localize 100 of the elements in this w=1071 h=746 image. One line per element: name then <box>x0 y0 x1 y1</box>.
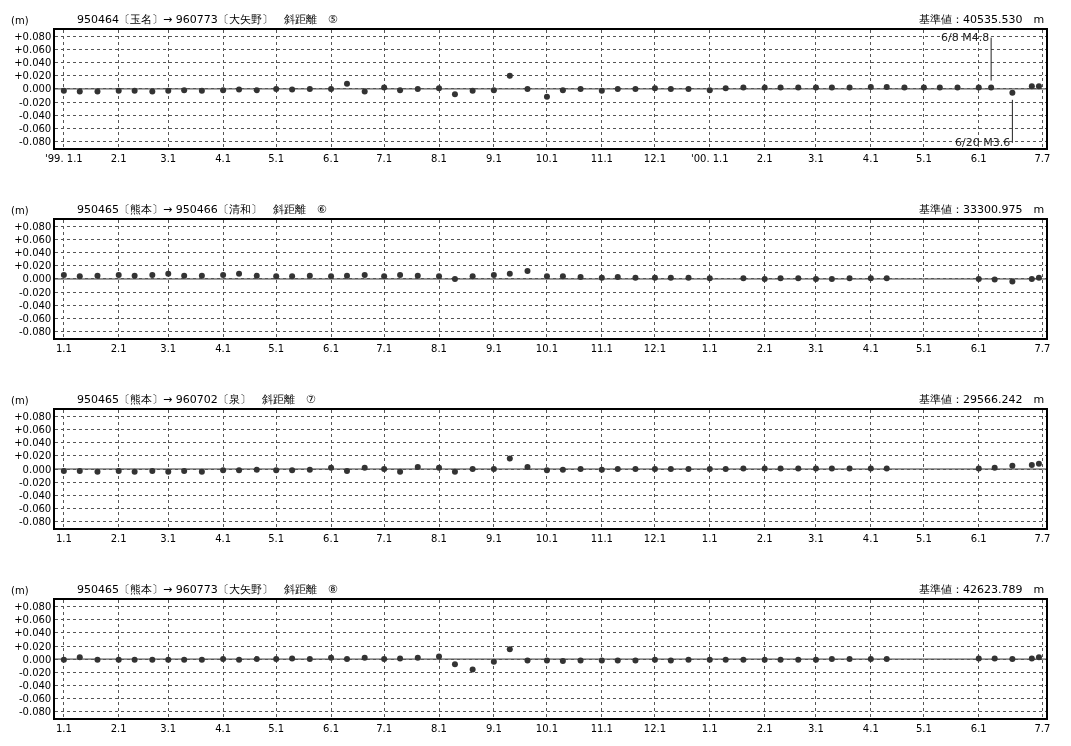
point <box>614 657 621 664</box>
annotation: 6/20 M3.6 <box>955 136 1011 149</box>
y-axis-title: (m) <box>11 15 29 26</box>
point <box>651 656 658 663</box>
point <box>253 272 260 279</box>
point <box>451 91 458 98</box>
point <box>651 274 658 281</box>
point <box>506 72 513 79</box>
point <box>1009 278 1016 285</box>
point <box>76 467 83 474</box>
point <box>883 275 890 282</box>
point <box>795 656 802 663</box>
point <box>469 666 476 673</box>
x-tick-label: 8.1 <box>431 722 447 734</box>
point <box>165 87 172 94</box>
point <box>198 468 205 475</box>
point <box>1028 83 1035 90</box>
point <box>577 85 584 92</box>
x-tick-label: 3.1 <box>160 722 177 734</box>
point <box>991 276 998 283</box>
point <box>559 87 566 94</box>
point <box>490 466 497 473</box>
x-tick-label: 3.1 <box>808 342 824 354</box>
y-tick-label: +0.080 <box>14 221 52 233</box>
x-tick-label: 7.7 <box>1034 722 1051 734</box>
point <box>397 87 404 94</box>
point <box>936 84 943 91</box>
point <box>361 464 368 471</box>
point <box>685 85 692 92</box>
x-tick-label: 8.1 <box>431 532 447 544</box>
x-tick-label: 4.1 <box>215 342 232 354</box>
y-tick-label: -0.040 <box>19 109 52 121</box>
y-tick-label: -0.040 <box>19 299 52 311</box>
x-tick-label: 3.1 <box>808 532 824 544</box>
chart-title: 950465〔熊本〕→ 950466〔清和〕 斜距離 ⑥ <box>77 203 327 216</box>
point <box>632 466 639 473</box>
point <box>76 273 83 280</box>
point <box>975 275 982 282</box>
point <box>812 84 819 91</box>
point <box>165 468 172 475</box>
x-tick-label: 6.1 <box>970 152 987 164</box>
y-tick-label: +0.040 <box>14 247 52 259</box>
point <box>777 656 784 663</box>
point <box>149 88 156 95</box>
chart-title: 950465〔熊本〕→ 960702〔泉〕 斜距離 ⑦ <box>77 393 316 406</box>
point <box>343 656 350 663</box>
point <box>667 85 674 92</box>
point <box>361 272 368 279</box>
x-tick-label: 9.1 <box>485 342 502 354</box>
point <box>598 657 605 664</box>
x-tick-label: 2.1 <box>756 532 773 544</box>
y-tick-label: -0.080 <box>19 515 52 527</box>
x-tick-label: 7.1 <box>376 342 393 354</box>
point <box>273 656 280 663</box>
y-tick-label: +0.020 <box>14 450 52 462</box>
x-tick-label: 6.1 <box>323 152 340 164</box>
point <box>328 654 335 661</box>
point <box>131 468 138 475</box>
x-tick-label: 1.1 <box>55 532 72 544</box>
point <box>867 83 874 90</box>
point <box>559 466 566 473</box>
point <box>381 656 388 663</box>
x-tick-label: 5.1 <box>268 342 285 354</box>
y-tick-label: +0.060 <box>14 614 52 626</box>
x-tick-label: 5.1 <box>915 152 932 164</box>
point <box>795 84 802 91</box>
y-axis-title: (m) <box>11 395 29 406</box>
point <box>632 657 639 664</box>
point <box>149 272 156 279</box>
chart-subtitle: 基準値：42623.789 m <box>919 583 1045 596</box>
y-tick-label: 0.000 <box>22 83 52 95</box>
x-tick-label: 2.1 <box>110 152 127 164</box>
point <box>1035 83 1042 90</box>
point <box>94 88 101 95</box>
x-tick-label: 1.1 <box>55 342 72 354</box>
point <box>60 87 67 94</box>
point <box>761 275 768 282</box>
point <box>577 657 584 664</box>
point <box>115 272 122 279</box>
point <box>667 657 674 664</box>
point <box>414 464 421 471</box>
point <box>722 85 729 92</box>
x-tick-label: 5.1 <box>915 532 932 544</box>
point <box>901 84 908 91</box>
x-tick-label: 4.1 <box>862 152 879 164</box>
point <box>236 270 243 277</box>
x-tick-label: 4.1 <box>215 532 232 544</box>
y-tick-label: -0.040 <box>19 489 52 501</box>
point <box>867 656 874 663</box>
point <box>667 466 674 473</box>
point <box>131 272 138 279</box>
point <box>706 656 713 663</box>
x-tick-label: 7.7 <box>1034 152 1051 164</box>
y-tick-label: -0.040 <box>19 679 52 691</box>
point <box>165 656 172 663</box>
x-tick-label: 1.1 <box>701 722 718 734</box>
point <box>846 656 853 663</box>
y-tick-label: +0.020 <box>14 260 52 272</box>
y-tick-label: -0.080 <box>19 325 52 337</box>
point <box>414 654 421 661</box>
